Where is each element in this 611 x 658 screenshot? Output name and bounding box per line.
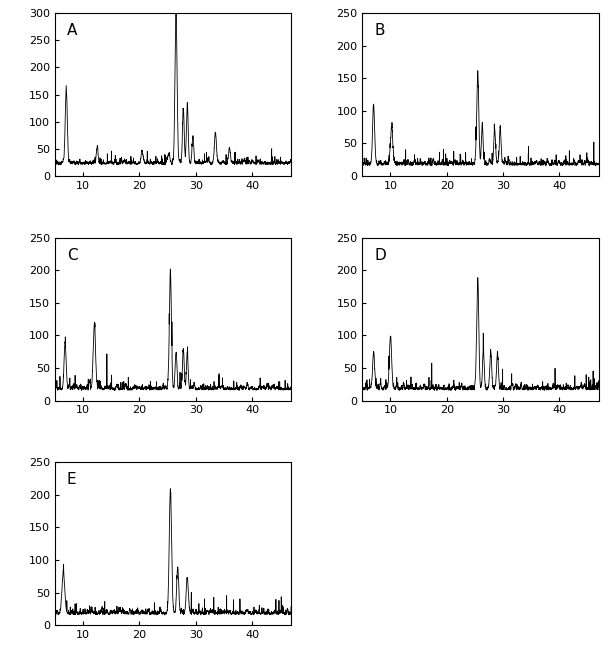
Text: B: B [374,23,385,38]
Text: C: C [67,247,78,263]
Text: E: E [67,472,76,487]
Text: A: A [67,23,77,38]
Text: D: D [374,247,386,263]
